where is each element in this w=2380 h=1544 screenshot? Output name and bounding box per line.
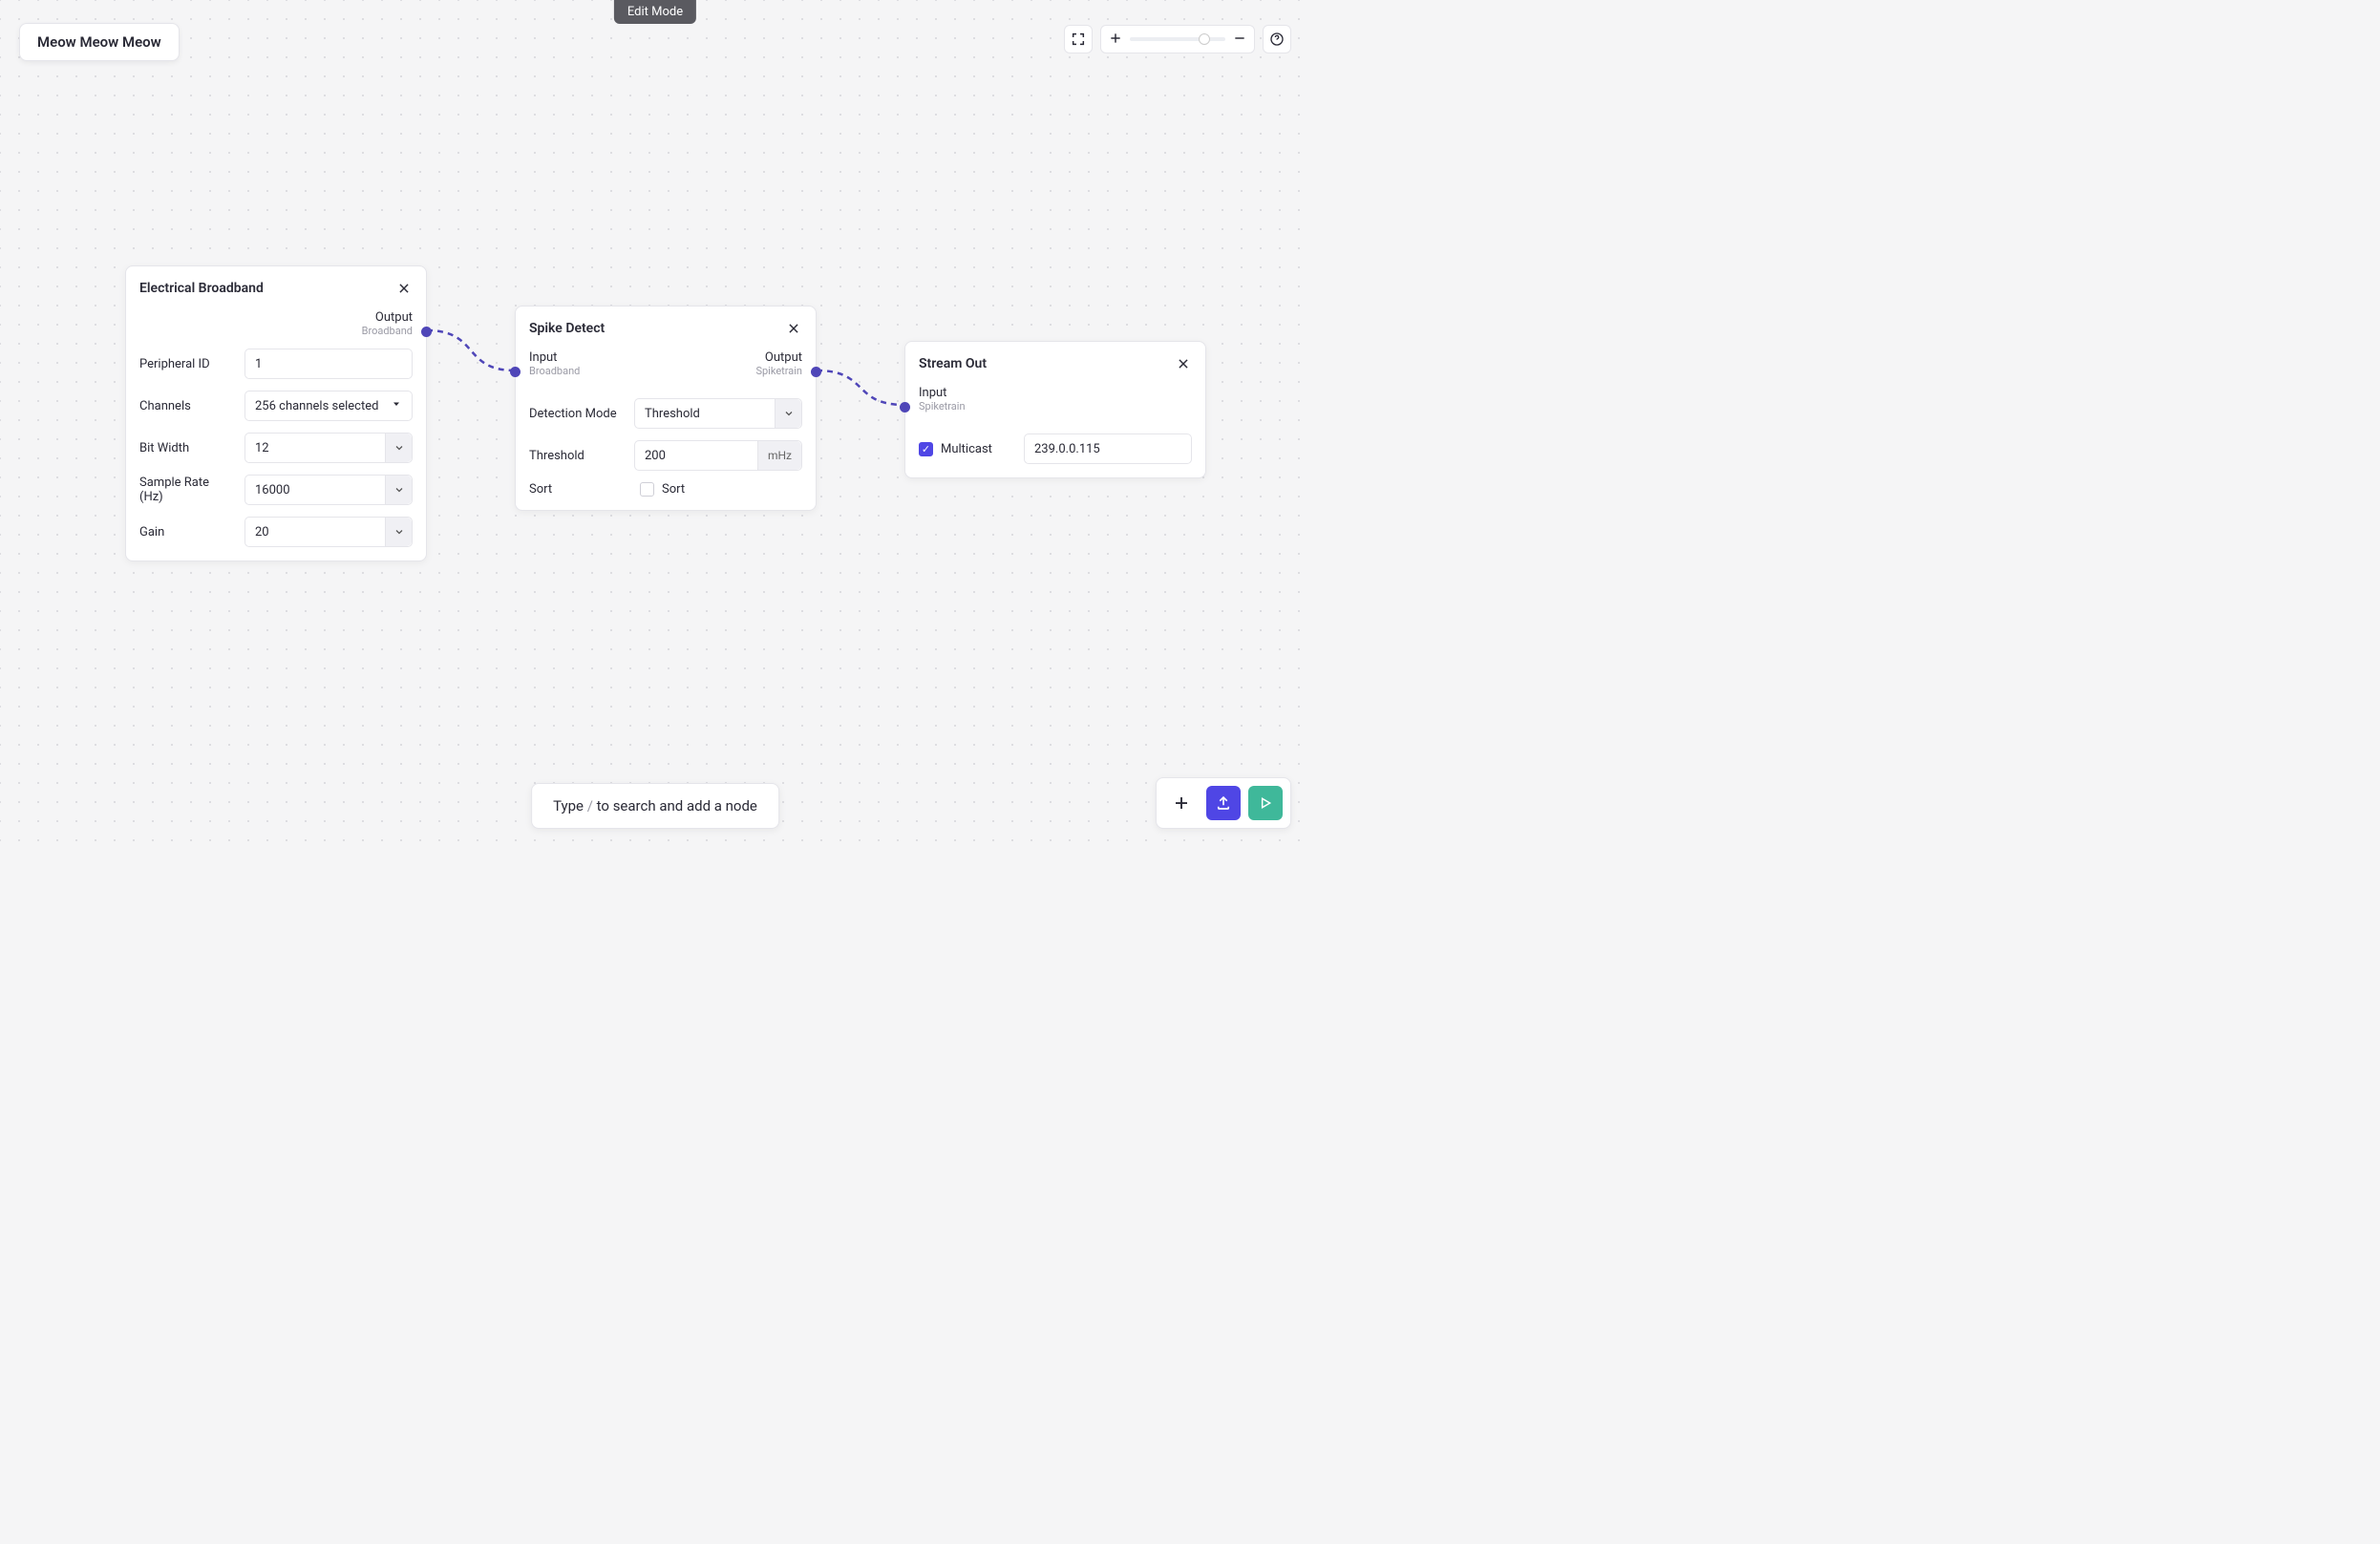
field-label: Gain — [139, 525, 235, 539]
field-label: Detection Mode — [529, 407, 625, 421]
play-button[interactable] — [1248, 786, 1283, 820]
input-port-type: Broadband — [529, 365, 580, 377]
detection-mode-select[interactable]: Threshold — [634, 398, 802, 429]
output-port-type: Spiketrain — [755, 365, 802, 377]
chevron-down-icon — [385, 434, 412, 462]
field-label: Bit Width — [139, 441, 235, 455]
field-label: Channels — [139, 399, 235, 413]
output-port[interactable] — [421, 327, 432, 337]
chevron-down-icon — [775, 399, 801, 428]
field-label: Sort — [529, 482, 625, 497]
node-title: Stream Out — [919, 356, 987, 371]
close-icon[interactable] — [785, 320, 802, 337]
field-label: Peripheral ID — [139, 357, 235, 371]
workflow-title[interactable]: Meow Meow Meow — [19, 23, 180, 61]
input-port-type: Spiketrain — [919, 400, 1192, 412]
sample-rate-select[interactable]: 16000 — [244, 475, 413, 505]
unit-suffix: mHz — [757, 441, 801, 470]
zoom-control — [1100, 25, 1255, 53]
threshold-input[interactable]: 200 mHz — [634, 440, 802, 471]
add-button[interactable] — [1164, 786, 1199, 820]
chevron-down-icon — [385, 476, 412, 504]
upload-button[interactable] — [1206, 786, 1241, 820]
input-port[interactable] — [900, 402, 910, 412]
checkbox-label: Multicast — [941, 442, 992, 456]
peripheral-id-input[interactable]: 1 — [244, 349, 413, 379]
caret-down-icon — [391, 398, 402, 413]
multicast-address-input[interactable]: 239.0.0.115 — [1024, 434, 1192, 464]
search-text-suffix: to search and add a node — [593, 797, 757, 814]
search-text-prefix: Type — [553, 797, 587, 814]
top-controls — [1064, 25, 1291, 53]
zoom-in-button[interactable] — [1109, 31, 1122, 49]
gain-select[interactable]: 20 — [244, 517, 413, 547]
input-port-label: Input — [919, 386, 1192, 400]
node-electrical-broadband[interactable]: Electrical Broadband Output Broadband Pe… — [125, 265, 427, 561]
output-port-label: Output — [139, 310, 413, 325]
mode-badge: Edit Mode — [614, 0, 696, 24]
input-port[interactable] — [510, 367, 521, 377]
chevron-down-icon — [385, 518, 412, 546]
zoom-thumb[interactable] — [1199, 33, 1210, 45]
search-bar[interactable]: Type / to search and add a node — [531, 783, 779, 829]
node-title: Spike Detect — [529, 321, 605, 336]
action-bar — [1156, 777, 1291, 829]
field-label: Threshold — [529, 449, 625, 463]
node-stream-out[interactable]: Stream Out Input Spiketrain Multicast 23… — [904, 341, 1206, 478]
output-port[interactable] — [811, 367, 821, 377]
fullscreen-button[interactable] — [1064, 25, 1093, 53]
sort-checkbox[interactable] — [640, 482, 654, 497]
close-icon[interactable] — [395, 280, 413, 297]
checkbox-label: Sort — [662, 482, 685, 497]
node-title: Electrical Broadband — [139, 281, 264, 296]
close-icon[interactable] — [1175, 355, 1192, 372]
output-port-type: Broadband — [139, 325, 413, 337]
channels-select[interactable]: 256 channels selected — [244, 391, 413, 421]
field-label: Sample Rate (Hz) — [139, 476, 235, 504]
input-port-label: Input — [529, 350, 580, 365]
zoom-slider[interactable] — [1130, 37, 1225, 41]
output-port-label: Output — [755, 350, 802, 365]
bit-width-select[interactable]: 12 — [244, 433, 413, 463]
zoom-out-button[interactable] — [1233, 31, 1246, 49]
node-spike-detect[interactable]: Spike Detect Input Broadband Output Spik… — [515, 306, 817, 511]
help-button[interactable] — [1263, 25, 1291, 53]
multicast-checkbox[interactable] — [919, 442, 933, 456]
